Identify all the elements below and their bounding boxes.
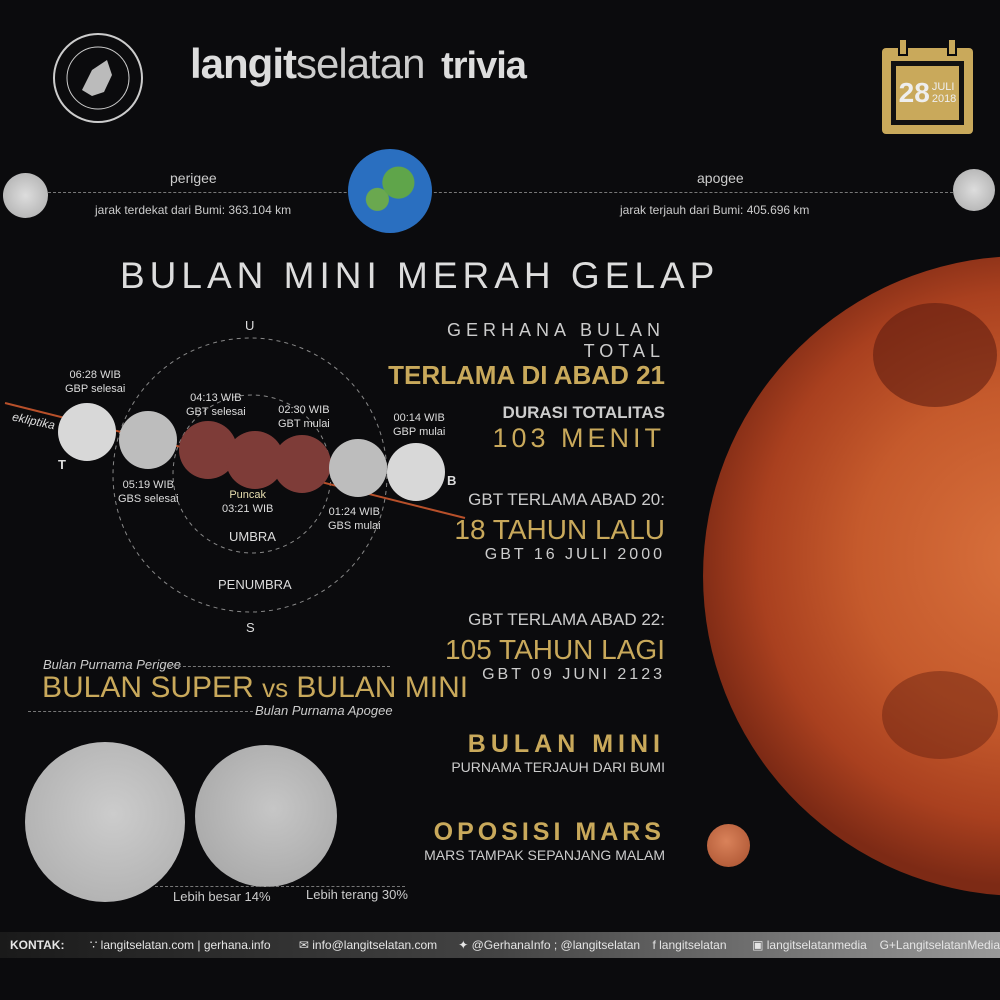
distance-line [48, 192, 953, 193]
eclipse-diagram [4, 337, 466, 613]
calendar-month: JULI [931, 81, 955, 93]
event-label: 00:14 WIB GBP mulai [393, 412, 446, 438]
title-light: selatan [296, 40, 425, 87]
fact-duration: DURASI TOTALITAS 103 MENIT [492, 403, 665, 453]
footer-web-link[interactable]: ∵ langitselatan.com | gerhana.info [89, 938, 271, 952]
event-label: 04:13 WIB GBT selesai [186, 392, 246, 418]
eclipse-moon-phase [119, 411, 177, 469]
apogee-distance: jarak terjauh dari Bumi: 405.696 km [620, 203, 810, 217]
eclipse-moon-phase [179, 421, 237, 479]
footer-instagram-link[interactable]: ▣ langitselatanmedia [752, 938, 867, 952]
fact-longest: GERHANA BULAN TOTAL TERLAMA DI ABAD 21 [388, 320, 665, 390]
eclipse-moon-phase [226, 431, 284, 489]
event-label-peak: Puncak 03:21 WIB [222, 489, 274, 515]
perigee-label: perigee [170, 170, 217, 186]
calendar-year: 2018 [931, 93, 957, 105]
footer-twitter-link[interactable]: ✦ @GerhanaInfo ; @langitselatan [458, 938, 641, 952]
footer-facebook-link[interactable]: f langitselatan [652, 938, 727, 952]
super-moon [25, 742, 185, 902]
calendar-icon: 28 JULI 2018 [882, 38, 973, 134]
compare-title: BULAN SUPER vs BULAN MINI [42, 671, 469, 704]
perigee-moon [3, 173, 48, 218]
small-mars-icon [707, 824, 750, 867]
west-label: B [447, 473, 457, 488]
perigee-distance: jarak terdekat dari Bumi: 363.104 km [95, 203, 292, 217]
fact-22nd-century: GBT TERLAMA ABAD 22: 105 TAHUN LAGI GBT … [445, 610, 665, 683]
caption-line [168, 666, 390, 667]
google-plus-icon: G+ [879, 938, 896, 952]
apogee-moon [953, 169, 995, 211]
note-line [155, 886, 405, 887]
langitselatan-logo [53, 33, 143, 123]
apogee-label: apogee [697, 170, 744, 186]
eclipse-moon-phase [58, 403, 116, 461]
title-suffix: trivia [441, 45, 527, 87]
north-label: U [245, 318, 255, 333]
main-title: BULAN MINI MERAH GELAP [120, 255, 720, 296]
event-label: 05:19 WIB GBS selesai [118, 479, 179, 505]
event-label: 02:30 WIB GBT mulai [278, 404, 330, 430]
apogee-caption: Bulan Purnama Apogee [255, 703, 393, 718]
size-note: Lebih besar 14% [173, 889, 271, 904]
caption-line [28, 711, 253, 712]
mars-image [703, 256, 1000, 896]
footer-email-link[interactable]: ✉ info@langitselatan.com [298, 938, 438, 952]
title-bold: langit [190, 40, 297, 87]
south-label: S [246, 620, 255, 635]
facebook-icon: f [652, 938, 660, 952]
footer-label: KONTAK: [10, 938, 65, 952]
brightness-note: Lebih terang 30% [306, 887, 408, 902]
event-label: 01:24 WIB GBS mulai [328, 506, 381, 532]
eclipse-moon-phase [329, 439, 387, 497]
event-label: 06:28 WIB GBP selesai [65, 369, 126, 395]
east-label: T [58, 457, 66, 472]
rss-icon: ∵ [89, 938, 101, 952]
eclipse-moon-phase [387, 443, 445, 501]
fact-mini-moon: BULAN MINI PURNAMA TERJAUH DARI BUMI [451, 730, 665, 775]
instagram-icon: ▣ [752, 938, 767, 952]
eclipse-moon-phase [273, 435, 331, 493]
earth-icon [348, 149, 432, 233]
perigee-caption: Bulan Purnama Perigee [43, 657, 182, 672]
penumbra-label: PENUMBRA [218, 577, 292, 592]
penumbra-circle [112, 337, 388, 613]
fact-20th-century: GBT TERLAMA ABAD 20: 18 TAHUN LALU GBT 1… [454, 490, 665, 563]
app-title: langitselatan trivia [190, 40, 527, 88]
mini-moon [195, 745, 337, 887]
footer-gplus-link[interactable]: G+LangitselatanMedia [879, 938, 1000, 952]
calendar-day: 28 [898, 77, 930, 108]
mail-icon: ✉ [298, 938, 313, 952]
mars-dark-region [882, 671, 998, 759]
twitter-icon: ✦ [458, 938, 472, 952]
footer-contact: KONTAK: ∵ langitselatan.com | gerhana.in… [0, 932, 1000, 958]
fact-mars-opposition: OPOSISI MARS MARS TAMPAK SEPANJANG MALAM [424, 818, 665, 863]
umbra-label: UMBRA [229, 529, 276, 544]
mars-dark-region [873, 303, 997, 407]
